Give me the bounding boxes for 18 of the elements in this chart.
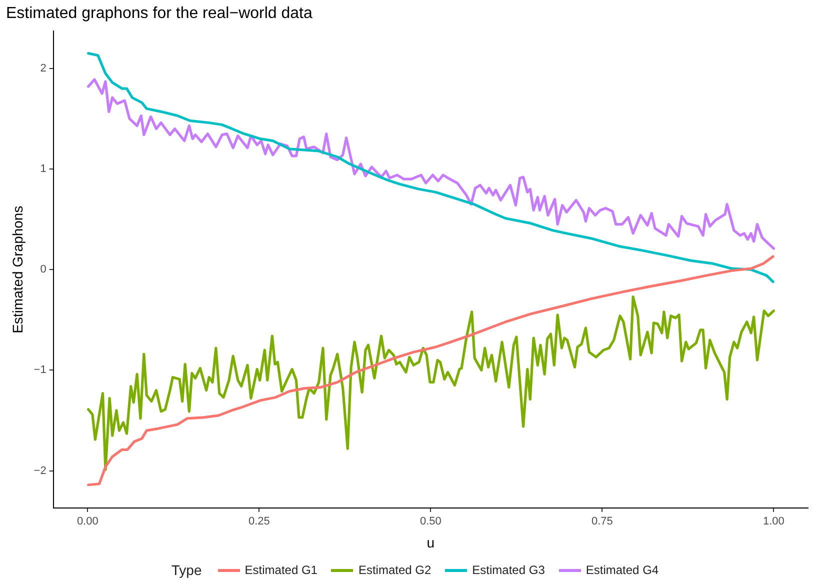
x-tick-label: 0.25 (248, 516, 270, 528)
x-tick-label: 1.00 (762, 516, 784, 528)
y-tick-label: 0 (40, 264, 46, 276)
y-tick-label: 1 (40, 163, 46, 176)
legend-label: Estimated G2 (358, 563, 432, 577)
x-tick-label: 0.75 (591, 516, 613, 528)
x-axis-title: u (426, 534, 435, 550)
y-tick-label: −2 (34, 464, 46, 477)
legend-title: Type (171, 562, 202, 578)
chart-title: Estimated graphons for the real−world data (6, 5, 312, 22)
legend-label: Estimated G4 (586, 563, 659, 577)
legend-label: Estimated G3 (472, 563, 545, 577)
x-tick-label: 0.00 (76, 516, 98, 528)
x-tick-label: 0.50 (420, 516, 442, 528)
legend-label: Estimated G1 (244, 563, 318, 577)
y-tick-label: −1 (34, 364, 46, 376)
y-axis-title: Estimated Graphons (9, 206, 26, 334)
y-tick-label: 2 (40, 62, 46, 74)
